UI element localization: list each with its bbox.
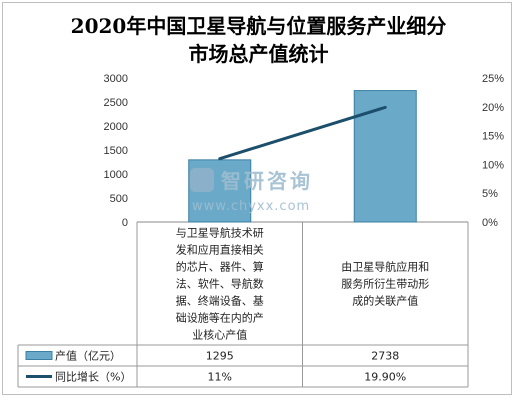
watermark-brand: 智研咨询 bbox=[221, 169, 313, 193]
x-category-label: 与卫星导航技术研 bbox=[176, 226, 264, 240]
legend-bar-label: 产值（亿元） bbox=[55, 349, 121, 363]
y-right-tick-label: 15% bbox=[482, 131, 504, 143]
x-category-label: 的芯片、器件、算 bbox=[176, 260, 264, 274]
legend-line-label: 同比增长（%） bbox=[55, 370, 131, 384]
chart-frame bbox=[2, 2, 512, 395]
chart-title-line-1: 2020年中国卫星导航与位置服务产业细分 bbox=[70, 14, 447, 38]
x-category-label: 础设施等在内的产 bbox=[176, 311, 264, 325]
y-left-tick-label: 500 bbox=[110, 193, 128, 205]
y-left-tick-label: 0 bbox=[122, 217, 128, 229]
x-category-label: 法、软件、导航数 bbox=[176, 277, 264, 291]
x-category-label: 据、终端设备、基 bbox=[176, 294, 264, 308]
y-left-tick-label: 2000 bbox=[104, 121, 128, 133]
y-left-tick-label: 2500 bbox=[104, 97, 128, 109]
legend-bar-key bbox=[25, 351, 53, 360]
x-category-label: 由卫星导航应用和 bbox=[341, 260, 429, 274]
chart-title-line-2: 市场总产值统计 bbox=[188, 42, 329, 66]
y-right-tick-label: 20% bbox=[482, 102, 504, 114]
y-left-tick-label: 1500 bbox=[104, 145, 128, 157]
x-category-label: 成的关联产值 bbox=[352, 294, 418, 308]
x-category-label: 服务所衍生带动形 bbox=[341, 277, 429, 291]
y-right-tick-label: 5% bbox=[482, 188, 498, 200]
x-category-label: 发和应用直接相关 bbox=[176, 243, 264, 257]
y-right-tick-label: 25% bbox=[482, 73, 504, 85]
table-value-output: 2738 bbox=[371, 350, 399, 363]
table-value-growth: 19.90% bbox=[364, 371, 406, 384]
x-category-label: 业核心产值 bbox=[192, 328, 247, 342]
table-value-output: 1295 bbox=[206, 350, 234, 363]
watermark-url: www.chyxx.com bbox=[192, 199, 310, 214]
chart-title: 2020年中国卫星导航与位置服务产业细分 市场总产值统计 bbox=[0, 12, 517, 68]
y-right-tick-label: 0% bbox=[482, 217, 498, 229]
growth-line bbox=[218, 105, 387, 161]
table-value-growth: 11% bbox=[208, 371, 232, 384]
watermark-logo-icon bbox=[190, 168, 214, 192]
y-right-tick-label: 10% bbox=[482, 159, 504, 171]
y-left-tick-label: 3000 bbox=[104, 73, 128, 85]
bar bbox=[353, 90, 417, 223]
y-left-tick-label: 1000 bbox=[104, 169, 128, 181]
